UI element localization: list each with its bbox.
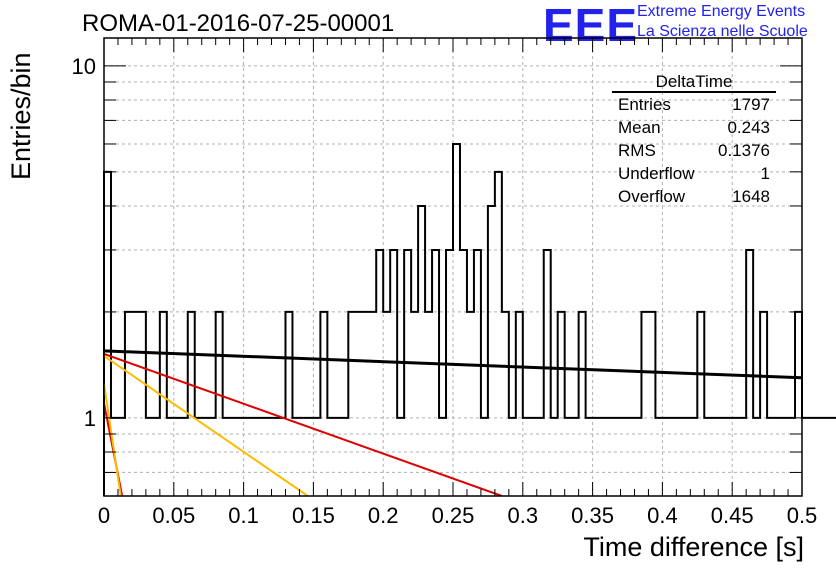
stats-box-title: DeltaTime xyxy=(656,72,733,91)
histogram-series xyxy=(103,142,836,496)
y-tick-label: 1 xyxy=(84,406,96,431)
x-tick-label: 0.25 xyxy=(432,503,475,528)
logo-subtitle-1: Extreme Energy Events xyxy=(637,3,806,20)
fit-curve xyxy=(104,352,503,496)
x-tick-label: 0.3 xyxy=(508,503,539,528)
fit-curve xyxy=(104,349,802,380)
x-tick-label: 0.45 xyxy=(711,503,754,528)
stats-row-value: 1648 xyxy=(732,187,770,206)
x-tick-label: 0.05 xyxy=(152,503,195,528)
x-tick-label: 0.15 xyxy=(292,503,335,528)
x-tick-label: 0 xyxy=(98,503,110,528)
x-tick-label: 0.5 xyxy=(787,503,818,528)
stats-row-value: 1 xyxy=(761,164,770,183)
eee-logo: EEE xyxy=(543,0,639,51)
x-tick-label: 0.35 xyxy=(571,503,614,528)
stats-row-label: RMS xyxy=(618,141,656,160)
stats-row-value: 1797 xyxy=(732,95,770,114)
fit-curve xyxy=(104,383,122,496)
stats-row-value: 0.243 xyxy=(727,118,770,137)
x-tick-label: 0.4 xyxy=(647,503,678,528)
x-tick-label: 0.2 xyxy=(368,503,399,528)
logo-subtitle-2: La Scienza nelle Scuole xyxy=(637,23,808,40)
stats-row-label: Underflow xyxy=(618,164,695,183)
stats-row-label: Overflow xyxy=(618,187,686,206)
chart-title: ROMA-01-2016-07-25-00001 xyxy=(82,10,395,37)
x-axis-label: Time difference [s] xyxy=(583,532,804,562)
y-tick-label: 10 xyxy=(72,54,96,79)
stats-row-value: 0.1376 xyxy=(718,141,770,160)
fit-curve xyxy=(104,355,309,496)
x-tick-label: 0.1 xyxy=(228,503,259,528)
stats-row-label: Mean xyxy=(618,118,661,137)
stats-row-label: Entries xyxy=(618,95,671,114)
